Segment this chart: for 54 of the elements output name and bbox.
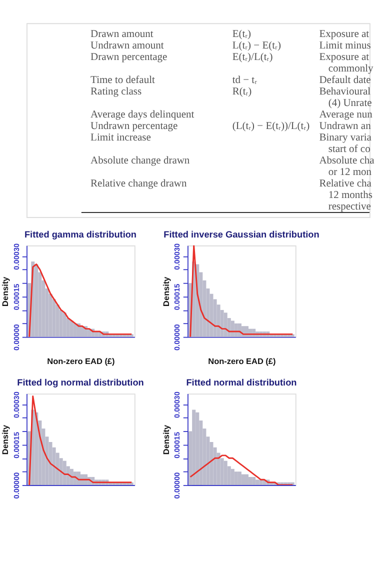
y-tick-label: 0.00000 <box>172 324 182 351</box>
text: (4) Unrate <box>328 98 372 110</box>
text: Relative change drawn <box>90 178 188 190</box>
text: Behavioural <box>319 86 371 98</box>
y-tick-label: 0.00015 <box>12 432 21 458</box>
text: Drawn percentage <box>90 52 168 63</box>
text: Undrawn percentage <box>90 121 178 132</box>
y-tick-label: 0.00000 <box>172 472 182 499</box>
text: Exposure at <box>319 52 370 63</box>
text: Exposure at <box>319 28 370 40</box>
text: Undrawn amount <box>90 40 164 52</box>
text: td − tᵣ <box>232 74 258 86</box>
text: L(tᵣ) − E(tᵣ) <box>232 40 282 52</box>
chart-title: Fitted normal distribution <box>186 378 298 388</box>
text: start of co <box>328 144 370 156</box>
chart-title: Fitted gamma distribution <box>24 229 137 240</box>
text: Default date <box>319 74 372 86</box>
text: or 12 mon <box>328 167 372 178</box>
text: Limit minus <box>319 40 371 52</box>
y-tick-label: 0.00030 <box>172 392 182 418</box>
y-tick-label: 0.00030 <box>172 243 182 270</box>
chart-title: Fitted inverse Gaussian distribution <box>164 229 320 240</box>
y-tick-label: 0.00015 <box>172 432 182 458</box>
chart-title: Fitted log normal distribution <box>17 378 144 388</box>
y-tick-label: 0.00000 <box>12 472 21 499</box>
text: E(tᵣ)/L(tᵣ) <box>232 52 274 63</box>
x-axis-title: Non-zero EAD (£) <box>208 356 276 366</box>
y-axis-title: Density <box>162 276 171 306</box>
text: Limit increase <box>90 132 152 144</box>
text: Relative cha <box>319 178 372 190</box>
y-tick-label: 0.00030 <box>12 243 21 270</box>
text: Drawn amount <box>90 28 154 40</box>
y-axis-title: Density <box>0 424 10 455</box>
text: Time to default <box>90 74 155 86</box>
text: Undrawn an <box>319 121 372 132</box>
y-axis-title: Density <box>0 276 10 306</box>
text: Absolute cha <box>319 156 375 167</box>
text: commonly <box>328 63 374 74</box>
y-tick-label: 0.00015 <box>172 284 182 310</box>
text: Absolute change drawn <box>90 156 190 167</box>
text: Rating class <box>90 86 142 98</box>
text: Average nun <box>319 110 374 121</box>
text: respective <box>328 202 372 213</box>
y-tick-label: 0.00030 <box>12 392 21 418</box>
x-axis-title: Non-zero EAD (£) <box>47 356 115 366</box>
text: R(tᵣ) <box>232 86 252 98</box>
text: (L(tᵣ) − E(tᵣ))/L(tᵣ) <box>232 121 310 132</box>
y-axis-title: Density <box>162 424 171 455</box>
y-tick-label: 0.00000 <box>12 324 21 351</box>
text: 12 months <box>328 190 372 202</box>
text: Binary varia <box>319 132 372 144</box>
text: E(tᵣ) <box>232 28 252 40</box>
text: Average days delinquent <box>90 110 194 121</box>
y-tick-label: 0.00015 <box>12 284 21 310</box>
